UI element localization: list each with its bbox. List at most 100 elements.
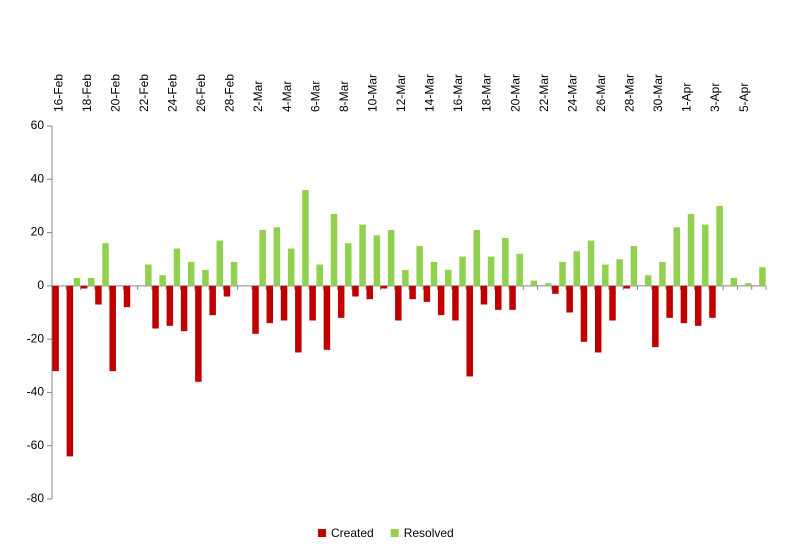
x-tick-label: 28-Feb <box>223 74 237 112</box>
bar <box>366 285 373 300</box>
bar <box>659 261 666 286</box>
bar <box>680 285 688 324</box>
bar <box>159 275 166 286</box>
x-tick-label: 14-Mar <box>423 74 437 112</box>
bar <box>602 264 609 286</box>
bar <box>273 227 281 286</box>
x-tick-label: 30-Mar <box>651 74 665 112</box>
bar <box>744 283 752 286</box>
bar <box>280 285 288 321</box>
x-tick-label: 26-Mar <box>594 74 608 112</box>
bar <box>566 285 573 313</box>
x-tick-label: 28-Mar <box>623 74 637 112</box>
y-tick-label: -60 <box>27 438 45 452</box>
bar <box>445 269 452 286</box>
bar <box>702 224 709 286</box>
bar <box>202 269 209 286</box>
bar <box>630 245 638 286</box>
bar <box>666 285 673 318</box>
bar <box>509 285 516 310</box>
x-tick-label: 12-Mar <box>394 74 408 112</box>
bar <box>459 256 466 286</box>
legend-swatch <box>390 529 399 537</box>
bar <box>395 285 402 321</box>
bar <box>694 285 702 326</box>
bar <box>437 285 445 316</box>
bar <box>52 285 59 372</box>
bar <box>466 285 473 377</box>
x-tick-label: 2-Mar <box>251 81 265 112</box>
bar <box>495 285 502 310</box>
bar <box>309 285 316 321</box>
bar <box>95 285 102 305</box>
bar <box>88 277 95 286</box>
bar <box>644 275 652 286</box>
x-tick-label: 24-Mar <box>565 74 579 112</box>
bar <box>516 253 523 286</box>
bar <box>359 224 366 286</box>
bar <box>266 285 274 324</box>
bar <box>487 256 495 286</box>
bar <box>287 248 295 286</box>
x-tick-label: 16-Mar <box>451 74 465 112</box>
bar <box>373 235 381 286</box>
bar <box>223 285 231 297</box>
bar <box>345 243 352 286</box>
bar <box>316 264 323 286</box>
bar <box>195 285 202 382</box>
bar <box>380 285 388 289</box>
x-tick-label: 18-Mar <box>480 74 494 112</box>
bar <box>616 259 623 286</box>
bar <box>623 285 631 289</box>
bar <box>152 285 159 329</box>
bar <box>730 277 738 286</box>
bar <box>166 285 174 326</box>
x-tick-label: 3-Apr <box>708 83 722 112</box>
bar <box>559 261 566 286</box>
x-tick-label: 16-Feb <box>51 74 65 112</box>
bar <box>502 237 509 286</box>
bar <box>123 285 131 308</box>
bar <box>323 285 331 350</box>
x-tick-label: 26-Feb <box>194 74 208 112</box>
y-tick-label: -20 <box>27 331 45 345</box>
bar <box>587 240 595 286</box>
y-tick-label: -40 <box>27 385 45 399</box>
x-tick-label: 20-Mar <box>508 74 522 112</box>
x-tick-label: 10-Mar <box>365 74 379 112</box>
bar <box>473 229 481 286</box>
bar <box>580 285 588 342</box>
bar <box>409 285 416 300</box>
bar <box>673 227 680 286</box>
bar <box>480 285 488 305</box>
bar <box>252 285 259 334</box>
x-tick-label: 20-Feb <box>108 74 122 112</box>
bar <box>73 277 81 286</box>
bar <box>109 285 116 372</box>
bar <box>187 261 195 286</box>
y-tick-label: 60 <box>31 118 45 132</box>
bar <box>544 283 552 286</box>
y-tick-label: 20 <box>31 225 45 239</box>
bar <box>716 205 723 286</box>
bar <box>337 285 345 318</box>
bar <box>387 229 395 286</box>
bar <box>609 285 616 321</box>
bar <box>709 285 716 318</box>
y-tick-label: 40 <box>31 171 45 185</box>
bar <box>145 264 152 286</box>
bar <box>230 261 238 286</box>
x-tick-label: 5-Apr <box>737 83 751 112</box>
bar <box>652 285 659 348</box>
bar <box>180 285 188 332</box>
bar <box>423 285 431 302</box>
x-tick-label: 24-Feb <box>166 74 180 112</box>
bar <box>687 213 695 286</box>
legend-label: Resolved <box>404 526 454 540</box>
bar <box>430 261 438 286</box>
bar <box>295 285 302 353</box>
bar <box>594 285 602 353</box>
bar <box>416 245 423 286</box>
legend-label: Created <box>331 526 374 540</box>
